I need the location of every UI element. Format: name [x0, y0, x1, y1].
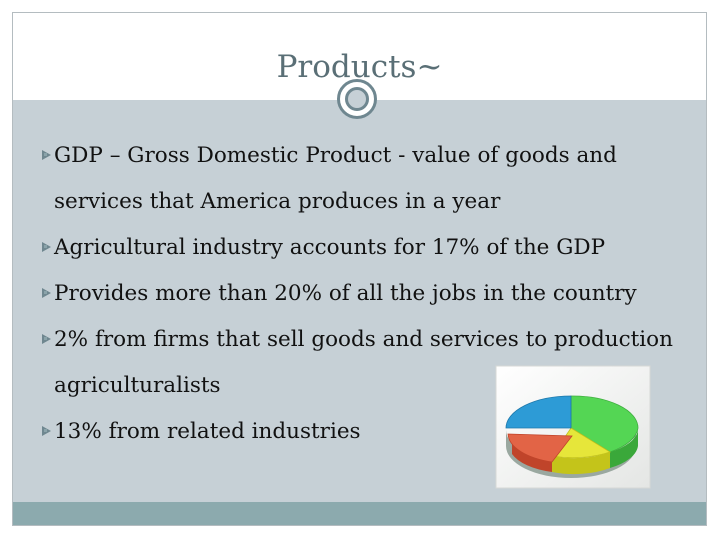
pie-slice-blue — [505, 395, 572, 429]
triangle-bullet-icon — [42, 426, 51, 436]
bullet-text: 13% from related industries — [54, 419, 361, 444]
pie-chart-svg — [495, 365, 651, 489]
bullet-list: GDP – Gross Domestic Product - value of … — [42, 133, 674, 455]
ring-ornament-icon — [337, 79, 377, 119]
bullet-text: Provides more than 20% of all the jobs i… — [54, 281, 637, 306]
triangle-bullet-icon — [42, 150, 51, 160]
bullet-text: GDP – Gross Domestic Product - value of … — [54, 143, 617, 214]
triangle-bullet-icon — [42, 242, 51, 252]
pie-side-yellow — [552, 452, 610, 475]
pie-side-green — [610, 430, 638, 468]
bullet-item: Provides more than 20% of all the jobs i… — [42, 271, 674, 317]
pie-slice-red — [507, 433, 573, 463]
ring-inner — [345, 87, 369, 111]
footer-bar — [13, 502, 706, 525]
bullet-item: 13% from related industries — [42, 409, 674, 455]
bullet-item: GDP – Gross Domestic Product - value of … — [42, 133, 674, 225]
triangle-bullet-icon — [42, 334, 51, 344]
bullet-text: Agricultural industry accounts for 17% o… — [54, 235, 606, 260]
pie-chart-clipart — [492, 362, 654, 492]
triangle-bullet-icon — [42, 288, 51, 298]
bullet-item: Agricultural industry accounts for 17% o… — [42, 225, 674, 271]
bullet-item: 2% from firms that sell goods and servic… — [42, 317, 674, 409]
bullet-text: 2% from firms that sell goods and servic… — [54, 327, 673, 398]
